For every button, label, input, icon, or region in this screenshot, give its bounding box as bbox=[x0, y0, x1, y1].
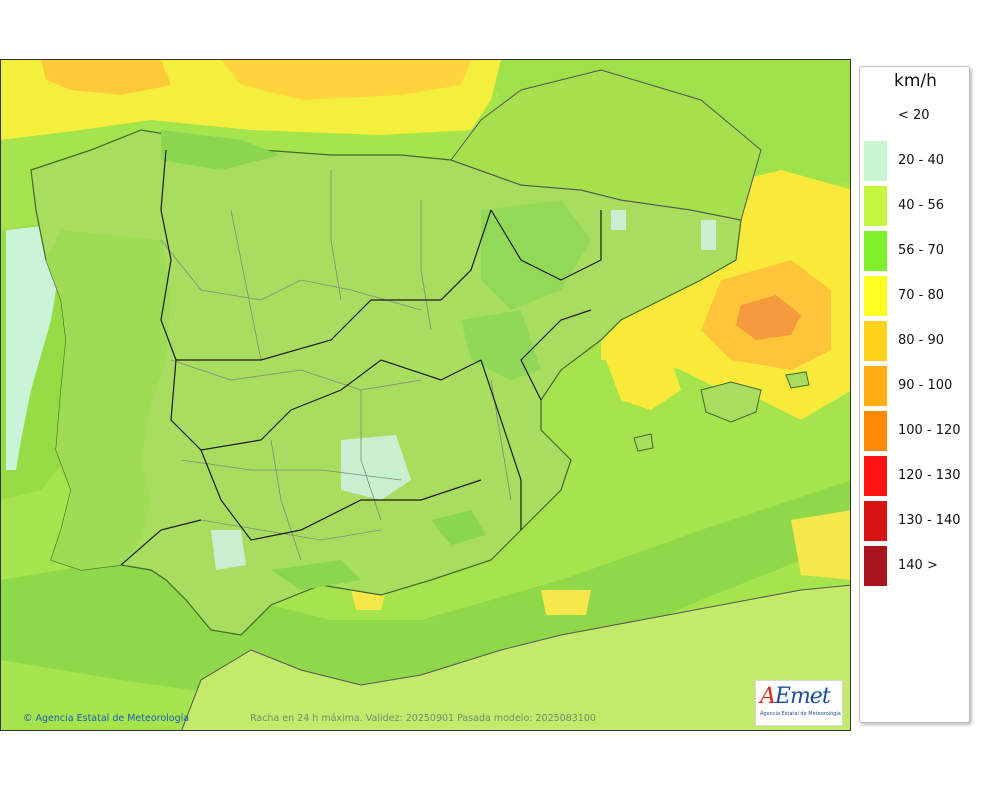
legend-swatch bbox=[864, 366, 887, 406]
legend-item: < 20 bbox=[864, 96, 968, 136]
biscay-orange-west bbox=[41, 60, 171, 95]
legend-swatch bbox=[864, 321, 887, 361]
legend-label: 100 - 120 bbox=[898, 423, 961, 438]
legend-item: 100 - 120 bbox=[864, 411, 968, 451]
guadalquivir-calm bbox=[211, 530, 246, 570]
menorca bbox=[785, 371, 810, 389]
legend-item: 120 - 130 bbox=[864, 456, 968, 496]
legend-label: 90 - 100 bbox=[898, 378, 953, 393]
portugal-land bbox=[46, 230, 171, 570]
wind-gust-map: © Agencia Estatal de Meteorología Racha … bbox=[0, 59, 851, 731]
malaga-yellow bbox=[351, 590, 386, 610]
legend-swatch bbox=[864, 96, 887, 136]
catalonia-calm bbox=[701, 220, 716, 250]
france-area bbox=[450, 69, 762, 221]
murcia-patch bbox=[431, 510, 486, 545]
pyrenees-calm bbox=[611, 210, 626, 230]
legend-label: 130 - 140 bbox=[898, 513, 961, 528]
copyright-notice: © Agencia Estatal de Meteorología bbox=[23, 713, 189, 724]
legend-label: 56 - 70 bbox=[898, 243, 945, 258]
legend-swatch bbox=[864, 546, 887, 586]
cantabrian-mountains-patch bbox=[161, 130, 281, 170]
legend-item: 56 - 70 bbox=[864, 231, 968, 271]
regional-borders bbox=[120, 149, 602, 566]
legend-title: km/h bbox=[894, 71, 937, 91]
legend-swatch bbox=[864, 411, 887, 451]
sierra-nevada-patch bbox=[271, 560, 361, 590]
aemet-logo-word: AEmet bbox=[760, 684, 831, 709]
sardinia-yellow bbox=[791, 510, 850, 580]
map-canvas bbox=[1, 60, 850, 730]
legend-item: 90 - 100 bbox=[864, 366, 968, 406]
legend-label: 140 > bbox=[898, 558, 938, 573]
aemet-logo: AEmet Agencia Estatal de Meteorología bbox=[755, 680, 843, 726]
la-mancha-calm bbox=[341, 435, 411, 500]
biscay-orange-east bbox=[221, 60, 471, 100]
legend-swatch bbox=[864, 276, 887, 316]
iberian-system-patch bbox=[461, 310, 541, 380]
ibiza bbox=[633, 433, 654, 452]
legend-item: 40 - 56 bbox=[864, 186, 968, 226]
legend-label: 80 - 90 bbox=[898, 333, 945, 348]
mallorca bbox=[700, 381, 762, 423]
map-caption: Racha en 24 h máxima. Validez: 20250901 … bbox=[250, 713, 596, 724]
legend-item: 80 - 90 bbox=[864, 321, 968, 361]
legend-item: 130 - 140 bbox=[864, 501, 968, 541]
aemet-logo-subtitle: Agencia Estatal de Meteorología bbox=[760, 711, 841, 717]
legend-swatch bbox=[864, 231, 887, 271]
copyright-text: Agencia Estatal de Meteorología bbox=[35, 713, 190, 724]
legend-label: 40 - 56 bbox=[898, 198, 945, 213]
legend-swatch bbox=[864, 501, 887, 541]
legend-swatch bbox=[864, 141, 887, 181]
atlantic-calm-strip bbox=[6, 225, 61, 470]
copyright-icon: © bbox=[23, 713, 33, 724]
legend-label: 70 - 80 bbox=[898, 288, 945, 303]
mediterranean-band bbox=[1, 480, 850, 700]
legend-label: 20 - 40 bbox=[898, 153, 945, 168]
legend-swatch bbox=[864, 186, 887, 226]
wind-gust-legend: km/h < 20 20 - 40 40 - 56 56 - 70 70 - 80 80 … bbox=[859, 66, 970, 723]
legend-label: < 20 bbox=[898, 108, 930, 123]
legend-item: 140 > bbox=[864, 546, 968, 586]
legend-item: 70 - 80 bbox=[864, 276, 968, 316]
north-africa-coast bbox=[181, 584, 850, 730]
legend-label: 120 - 130 bbox=[898, 468, 961, 483]
ebro-valley-patch bbox=[481, 200, 591, 310]
alboran-yellow bbox=[541, 590, 591, 615]
gulf-lion-core bbox=[736, 295, 801, 340]
legend-swatch bbox=[864, 456, 887, 496]
ebro-delta-yellow bbox=[606, 320, 681, 410]
legend-item: 20 - 40 bbox=[864, 141, 968, 181]
